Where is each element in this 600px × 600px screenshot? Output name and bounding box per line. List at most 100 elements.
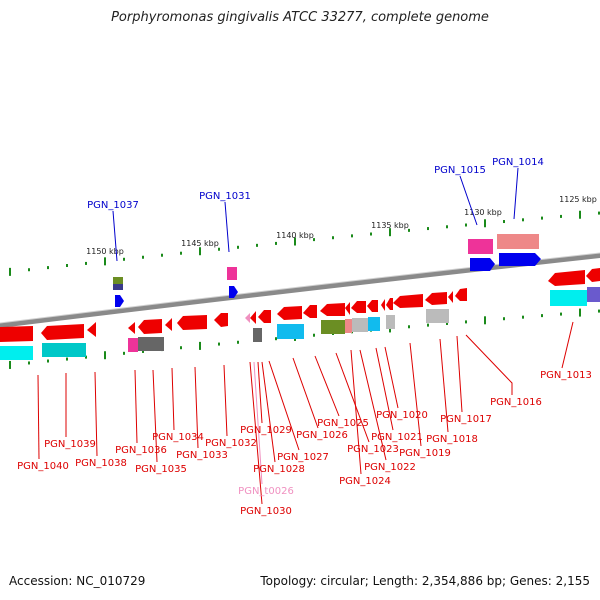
gene-arrow[interactable] <box>548 270 585 286</box>
gene-arrow[interactable] <box>258 310 271 323</box>
gene-block-olive[interactable] <box>321 320 345 334</box>
gene-label-reverse[interactable]: PGN_1019 <box>399 448 451 459</box>
tick-mark <box>446 322 448 326</box>
tick-mark <box>446 225 448 229</box>
gene-label-reverse[interactable]: PGN_1029 <box>240 425 292 436</box>
gene-label-reverse[interactable]: PGN_1030 <box>240 506 292 517</box>
gene-arrow[interactable] <box>320 303 345 316</box>
gene-block-1037-navy[interactable] <box>113 284 123 290</box>
gene-block-skyblue[interactable] <box>368 317 380 331</box>
gene-arrow[interactable] <box>455 288 467 301</box>
gene-block-gray[interactable] <box>253 328 262 342</box>
gene-label-reverse[interactable]: PGN_1016 <box>490 397 542 408</box>
gene-block-lightgray[interactable] <box>352 318 368 332</box>
gene-label-forward[interactable]: PGN_1031 <box>199 191 251 202</box>
gene-arrow[interactable] <box>250 311 256 324</box>
tick-mark <box>180 251 182 255</box>
gene-arrow[interactable] <box>351 301 366 313</box>
tick-mark <box>47 266 49 270</box>
gene-arrow[interactable] <box>448 291 453 303</box>
gene-label-reverse[interactable]: PGN_1036 <box>115 445 167 456</box>
gene-label-forward[interactable]: PGN_1015 <box>434 165 486 176</box>
label-leader-lines <box>37 167 574 505</box>
gene-block-gray[interactable] <box>138 337 164 351</box>
gene-label-reverse[interactable]: PGN_1022 <box>364 462 416 473</box>
gene-block-magenta[interactable] <box>128 338 138 352</box>
gene-arrow[interactable] <box>303 305 317 318</box>
gene-block-purple[interactable] <box>587 287 600 302</box>
gene-label-reverse[interactable]: PGN_1027 <box>277 452 329 463</box>
leader-line <box>513 167 519 220</box>
gene-label-reverse[interactable]: PGN_t0026 <box>238 486 294 497</box>
gene-label-reverse[interactable]: PGN_1024 <box>339 476 391 487</box>
gene-label-reverse[interactable]: PGN_1023 <box>347 444 399 455</box>
gene-label-reverse[interactable]: PGN_1020 <box>376 410 428 421</box>
gene-label-forward[interactable]: PGN_1014 <box>492 157 544 168</box>
gene-block-1015-magenta[interactable] <box>468 239 493 254</box>
tick-mark <box>522 218 524 222</box>
gene-label-reverse[interactable]: PGN_1040 <box>17 461 69 472</box>
gene-label-forward[interactable]: PGN_1037 <box>87 200 139 211</box>
gene-label-reverse[interactable]: PGN_1035 <box>135 464 187 475</box>
leader-line <box>257 361 263 424</box>
accession-text: Accession: NC_010729 <box>9 574 146 588</box>
gene-arrow[interactable] <box>138 319 162 334</box>
gene-arrow-1014[interactable] <box>499 253 541 266</box>
gene-arrow[interactable] <box>41 324 84 340</box>
gene-arrow[interactable] <box>165 318 172 331</box>
tick-mark <box>180 346 182 350</box>
gene-label-reverse[interactable]: PGN_1033 <box>176 450 228 461</box>
gene-arrow[interactable] <box>87 322 96 337</box>
gene-label-reverse[interactable]: PGN_1026 <box>296 430 348 441</box>
gene-block-skyblue[interactable] <box>277 324 304 339</box>
gene-block-1031-magenta[interactable] <box>227 267 237 280</box>
gene-arrow[interactable] <box>586 268 600 282</box>
gene-label-reverse[interactable]: PGN_1025 <box>317 418 369 429</box>
gene-arrow[interactable] <box>0 326 33 342</box>
gene-block-cyan[interactable] <box>0 346 33 360</box>
tick-mark <box>9 360 11 369</box>
gene-arrow[interactable] <box>425 292 447 305</box>
gene-label-reverse[interactable]: PGN_1032 <box>205 438 257 449</box>
gene-arrow[interactable] <box>128 322 135 334</box>
gene-label-reverse[interactable]: PGN_1039 <box>44 439 96 450</box>
gene-arrow[interactable] <box>345 302 350 315</box>
gene-arrow[interactable] <box>393 294 423 308</box>
gene-block-lightgray[interactable] <box>426 309 449 323</box>
tick-mark <box>199 341 201 350</box>
gene-block-teal[interactable] <box>42 343 86 357</box>
tick-mark <box>484 316 486 325</box>
gene-labels: PGN_1037 PGN_1031 PGN_1015 PGN_1014 PGN_1040… <box>17 157 592 517</box>
gene-arrow-1037[interactable] <box>115 295 124 307</box>
leader-line <box>561 321 574 369</box>
gene-label-reverse[interactable]: PGN_1017 <box>440 414 492 425</box>
gene-label-reverse[interactable]: PGN_1034 <box>152 432 204 443</box>
gene-block-1014-salmon[interactable] <box>497 234 539 249</box>
gene-arrow-1031[interactable] <box>229 286 238 298</box>
scale-label: 1145 kbp <box>181 239 219 248</box>
gene-label-reverse[interactable]: PGN_1018 <box>426 434 478 445</box>
genome-stats-text: Topology: circular; Length: 2,354,886 bp… <box>260 574 590 588</box>
gene-block-1037-olive[interactable] <box>113 277 123 284</box>
gene-arrow-trna[interactable] <box>245 313 250 323</box>
gene-arrow[interactable] <box>367 300 378 312</box>
gene-label-reverse[interactable]: PGN_1038 <box>75 458 127 469</box>
tick-mark <box>104 351 106 360</box>
gene-block-lightgray[interactable] <box>386 315 395 329</box>
tick-mark <box>161 253 163 257</box>
inner-tick-ring <box>9 308 600 369</box>
gene-arrow-1015[interactable] <box>470 258 495 271</box>
gene-block-cyan[interactable] <box>550 290 587 306</box>
gene-label-reverse[interactable]: PGN_1028 <box>253 464 305 475</box>
gene-arrow[interactable] <box>277 306 302 320</box>
gene-label-reverse[interactable]: PGN_1021 <box>371 432 423 443</box>
tick-mark <box>66 264 68 268</box>
gene-block-salmon[interactable] <box>345 319 352 333</box>
tick-mark <box>332 236 334 240</box>
gene-label-reverse[interactable]: PGN_1013 <box>540 370 592 381</box>
leader-line <box>456 335 463 413</box>
gene-arrow[interactable] <box>381 299 385 311</box>
gene-arrow[interactable] <box>177 315 207 330</box>
gene-arrow[interactable] <box>214 313 228 327</box>
gene-arrow[interactable] <box>386 298 393 310</box>
